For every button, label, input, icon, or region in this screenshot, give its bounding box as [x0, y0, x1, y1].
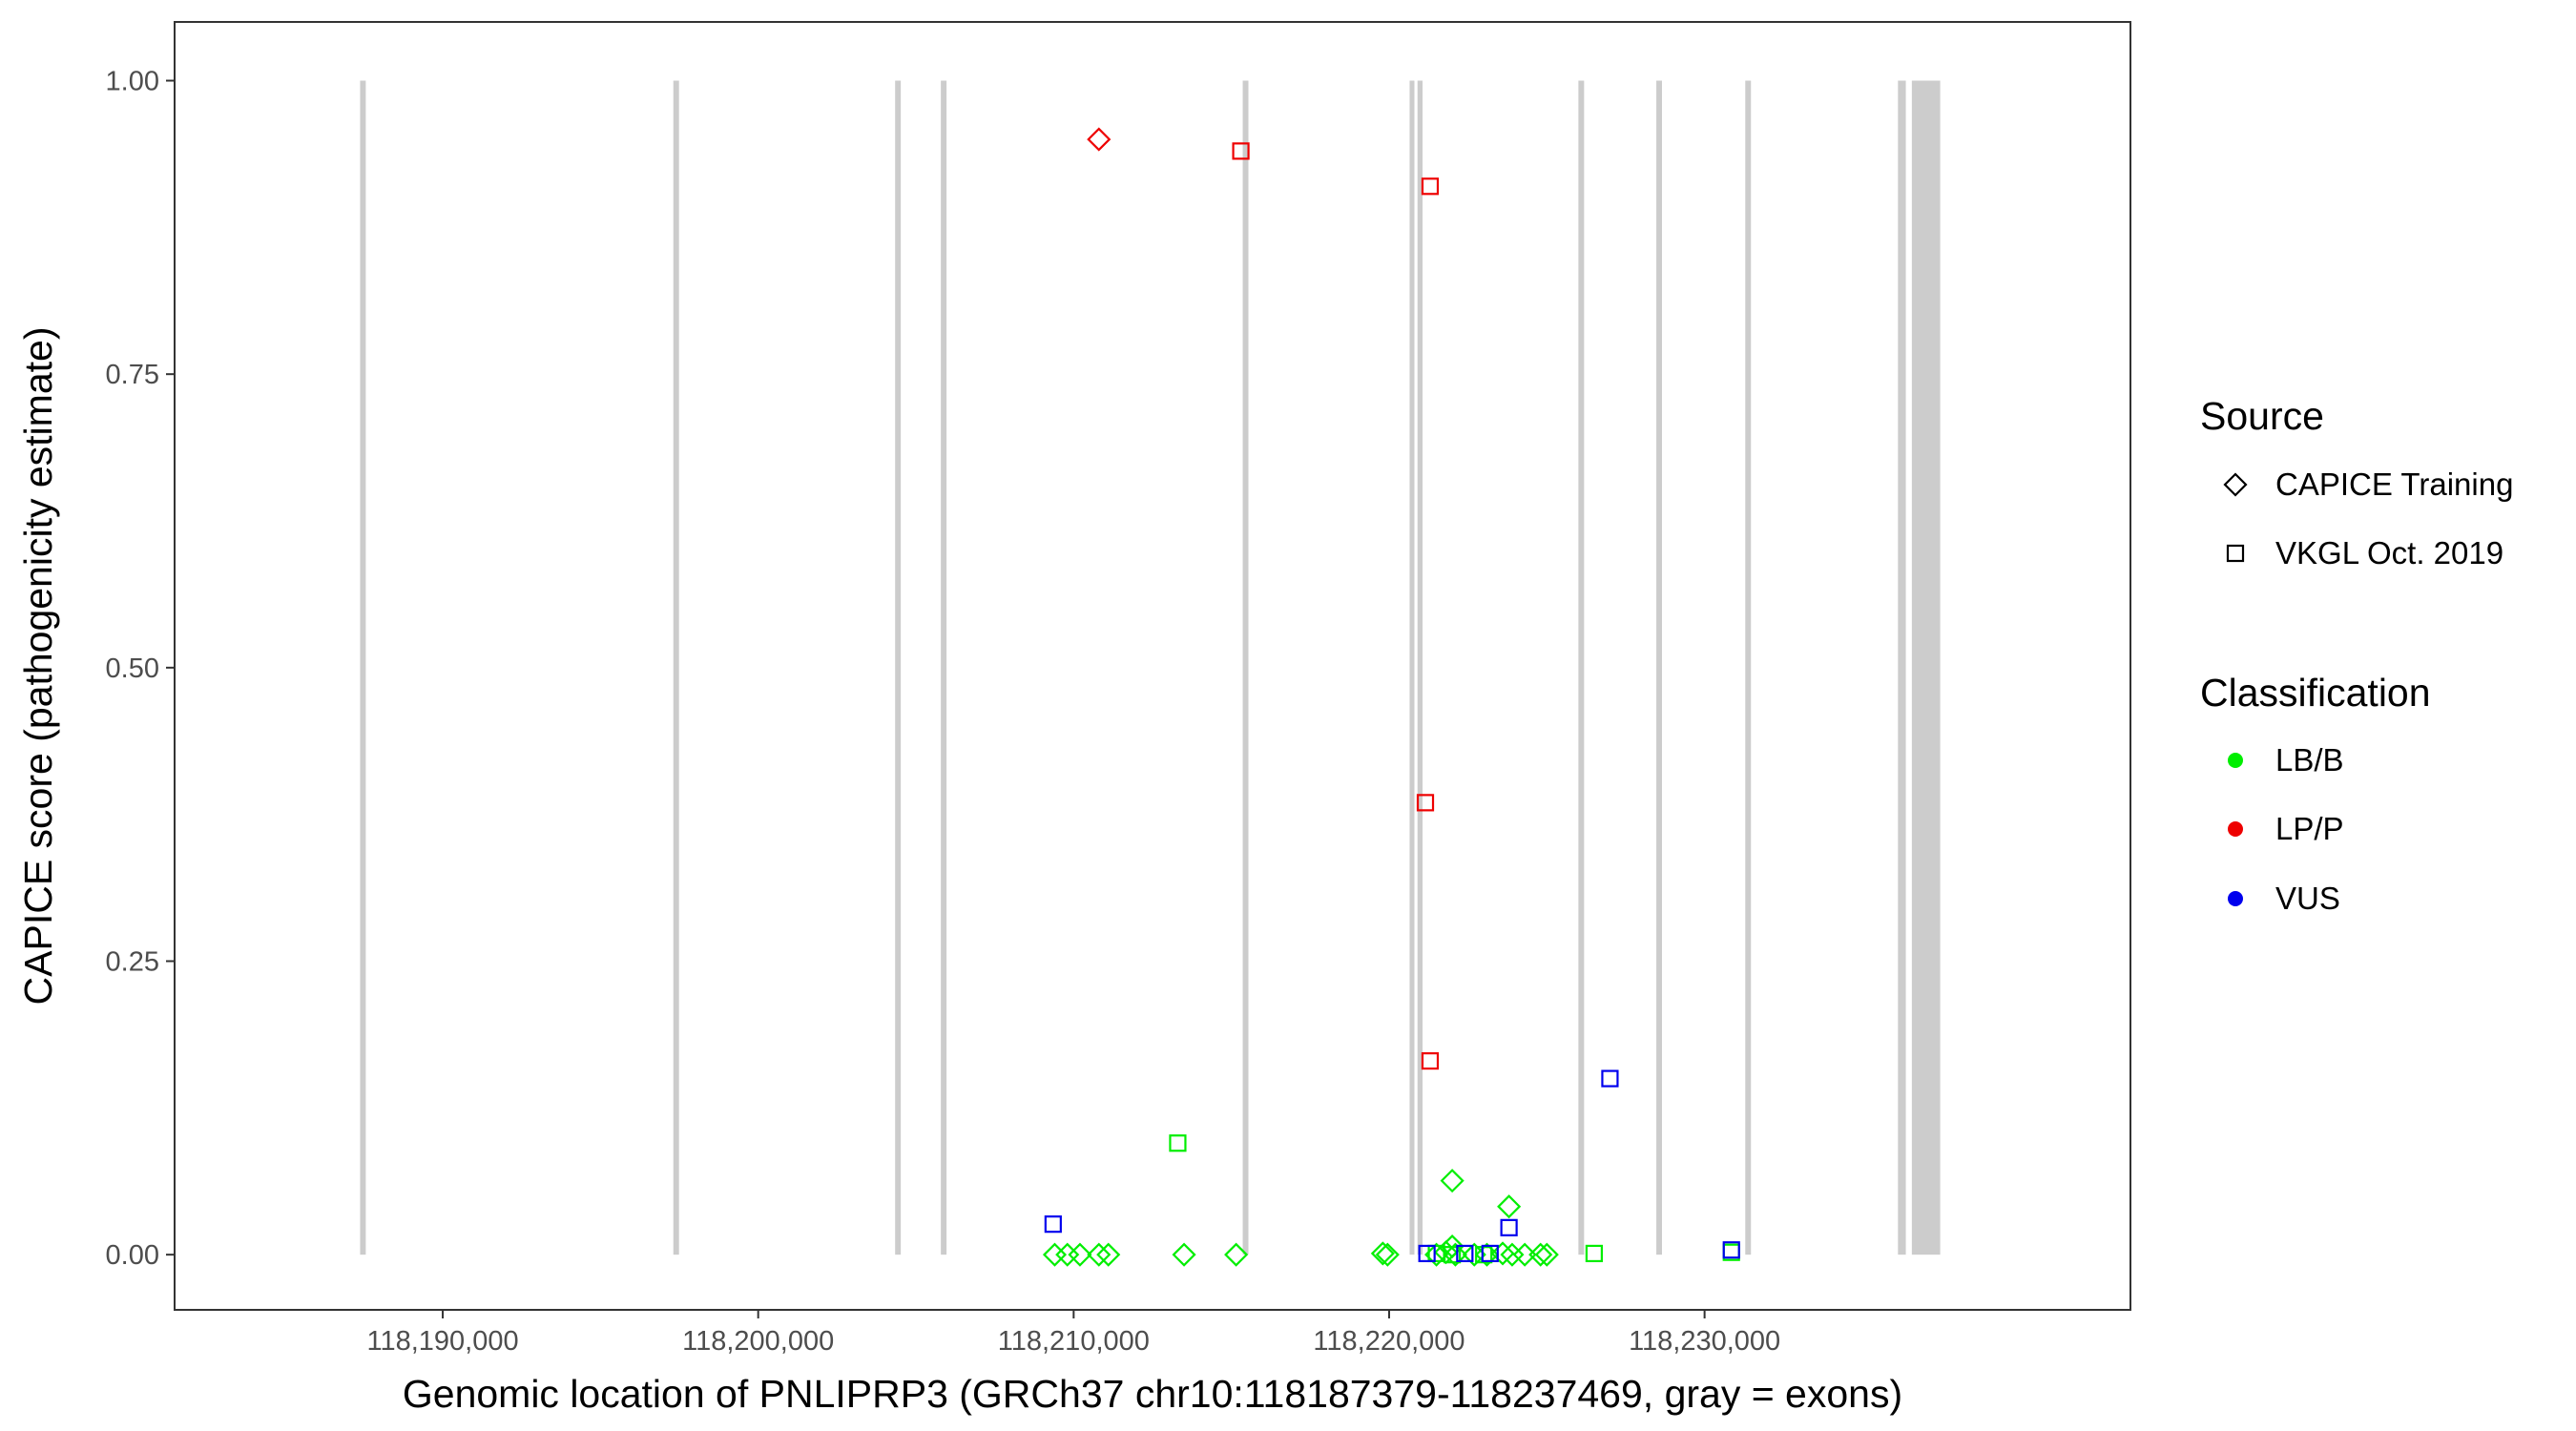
- y-tick-label: 0.00: [106, 1240, 159, 1271]
- exon-band: [360, 80, 366, 1255]
- legend-class-label: LP/P: [2275, 811, 2344, 846]
- data-point: [1096, 1242, 1121, 1267]
- data-point: [1490, 1241, 1515, 1266]
- x-tick-label: 118,210,000: [998, 1326, 1150, 1357]
- data-point: [1087, 1242, 1111, 1267]
- data-point: [1172, 1242, 1196, 1267]
- y-tick-label: 0.25: [106, 947, 159, 978]
- data-point: [1440, 1169, 1465, 1193]
- data-point: [1456, 1244, 1474, 1263]
- exon-band: [895, 80, 902, 1255]
- data-point: [1418, 1244, 1436, 1263]
- data-point: [1601, 1069, 1619, 1088]
- legend-classification-title: Classification: [2200, 671, 2431, 715]
- data-point: [1500, 1218, 1518, 1236]
- x-tick-label: 118,200,000: [682, 1326, 834, 1357]
- legend-key-diamond: [2223, 472, 2248, 497]
- data-point: [1042, 1242, 1068, 1267]
- legend-key-dot: [2228, 753, 2243, 768]
- legend-key-square: [2226, 544, 2245, 563]
- y-tick-label: 0.75: [106, 360, 159, 390]
- legend-class-label: VUS: [2275, 881, 2340, 916]
- x-axis: 118,190,000 118,200,000 118,210,000 118,220…: [366, 1310, 1780, 1357]
- exon-band: [1898, 80, 1906, 1255]
- legend-key-dot: [2228, 891, 2243, 906]
- y-axis-title: CAPICE score (pathogenicity estimate): [16, 327, 60, 1006]
- y-tick-label: 1.00: [106, 67, 159, 97]
- exon-bands: [360, 80, 1941, 1255]
- exon-band: [1911, 80, 1941, 1255]
- legend-key-dot: [2228, 821, 2243, 837]
- data-point: [1224, 1242, 1249, 1267]
- data-point: [1585, 1244, 1604, 1263]
- data-point: [1068, 1242, 1092, 1267]
- exon-band: [1242, 80, 1249, 1255]
- exon-band: [941, 80, 947, 1255]
- legend: Source Classification CAPICE Training VKG…: [2200, 394, 2513, 916]
- data-points: [1042, 127, 1740, 1267]
- data-point: [1512, 1242, 1537, 1267]
- data-point: [1044, 1215, 1062, 1234]
- data-point: [1424, 1242, 1449, 1267]
- legend-source-title: Source: [2200, 394, 2324, 438]
- exon-band: [1409, 80, 1415, 1255]
- exon-band: [1578, 80, 1585, 1255]
- exon-band: [1656, 80, 1662, 1255]
- y-tick-label: 0.50: [106, 653, 159, 684]
- data-point: [1421, 177, 1440, 196]
- data-point: [1370, 1241, 1395, 1266]
- data-point: [1497, 1194, 1522, 1219]
- x-tick-label: 118,230,000: [1629, 1326, 1780, 1357]
- legend-source-label: VKGL Oct. 2019: [2275, 535, 2503, 570]
- data-point: [1528, 1242, 1553, 1267]
- data-point: [1375, 1242, 1400, 1267]
- data-point: [1722, 1241, 1740, 1259]
- x-axis-title: Genomic location of PNLIPRP3 (GRCh37 chr…: [403, 1372, 1902, 1416]
- legend-source-label: CAPICE Training: [2275, 467, 2513, 502]
- plot-panel-border: [174, 21, 2131, 1311]
- data-point: [1433, 1240, 1459, 1265]
- data-point: [1416, 794, 1435, 812]
- x-tick-label: 118,220,000: [1313, 1326, 1465, 1357]
- exon-band: [1745, 80, 1752, 1255]
- data-point: [1169, 1134, 1187, 1152]
- data-point: [1421, 1052, 1440, 1070]
- exon-band: [673, 80, 679, 1255]
- data-point: [1087, 127, 1111, 152]
- data-point: [1443, 1242, 1467, 1267]
- data-point: [1232, 142, 1250, 160]
- data-point: [1440, 1234, 1465, 1259]
- data-point: [1055, 1242, 1080, 1267]
- y-axis: 0.00 0.25 0.50 0.75 1.00: [106, 67, 175, 1271]
- data-point: [1534, 1242, 1559, 1267]
- exon-band: [1417, 80, 1423, 1255]
- data-point: [1481, 1244, 1499, 1263]
- x-tick-label: 118,190,000: [366, 1326, 518, 1357]
- legend-class-label: LB/B: [2275, 742, 2344, 778]
